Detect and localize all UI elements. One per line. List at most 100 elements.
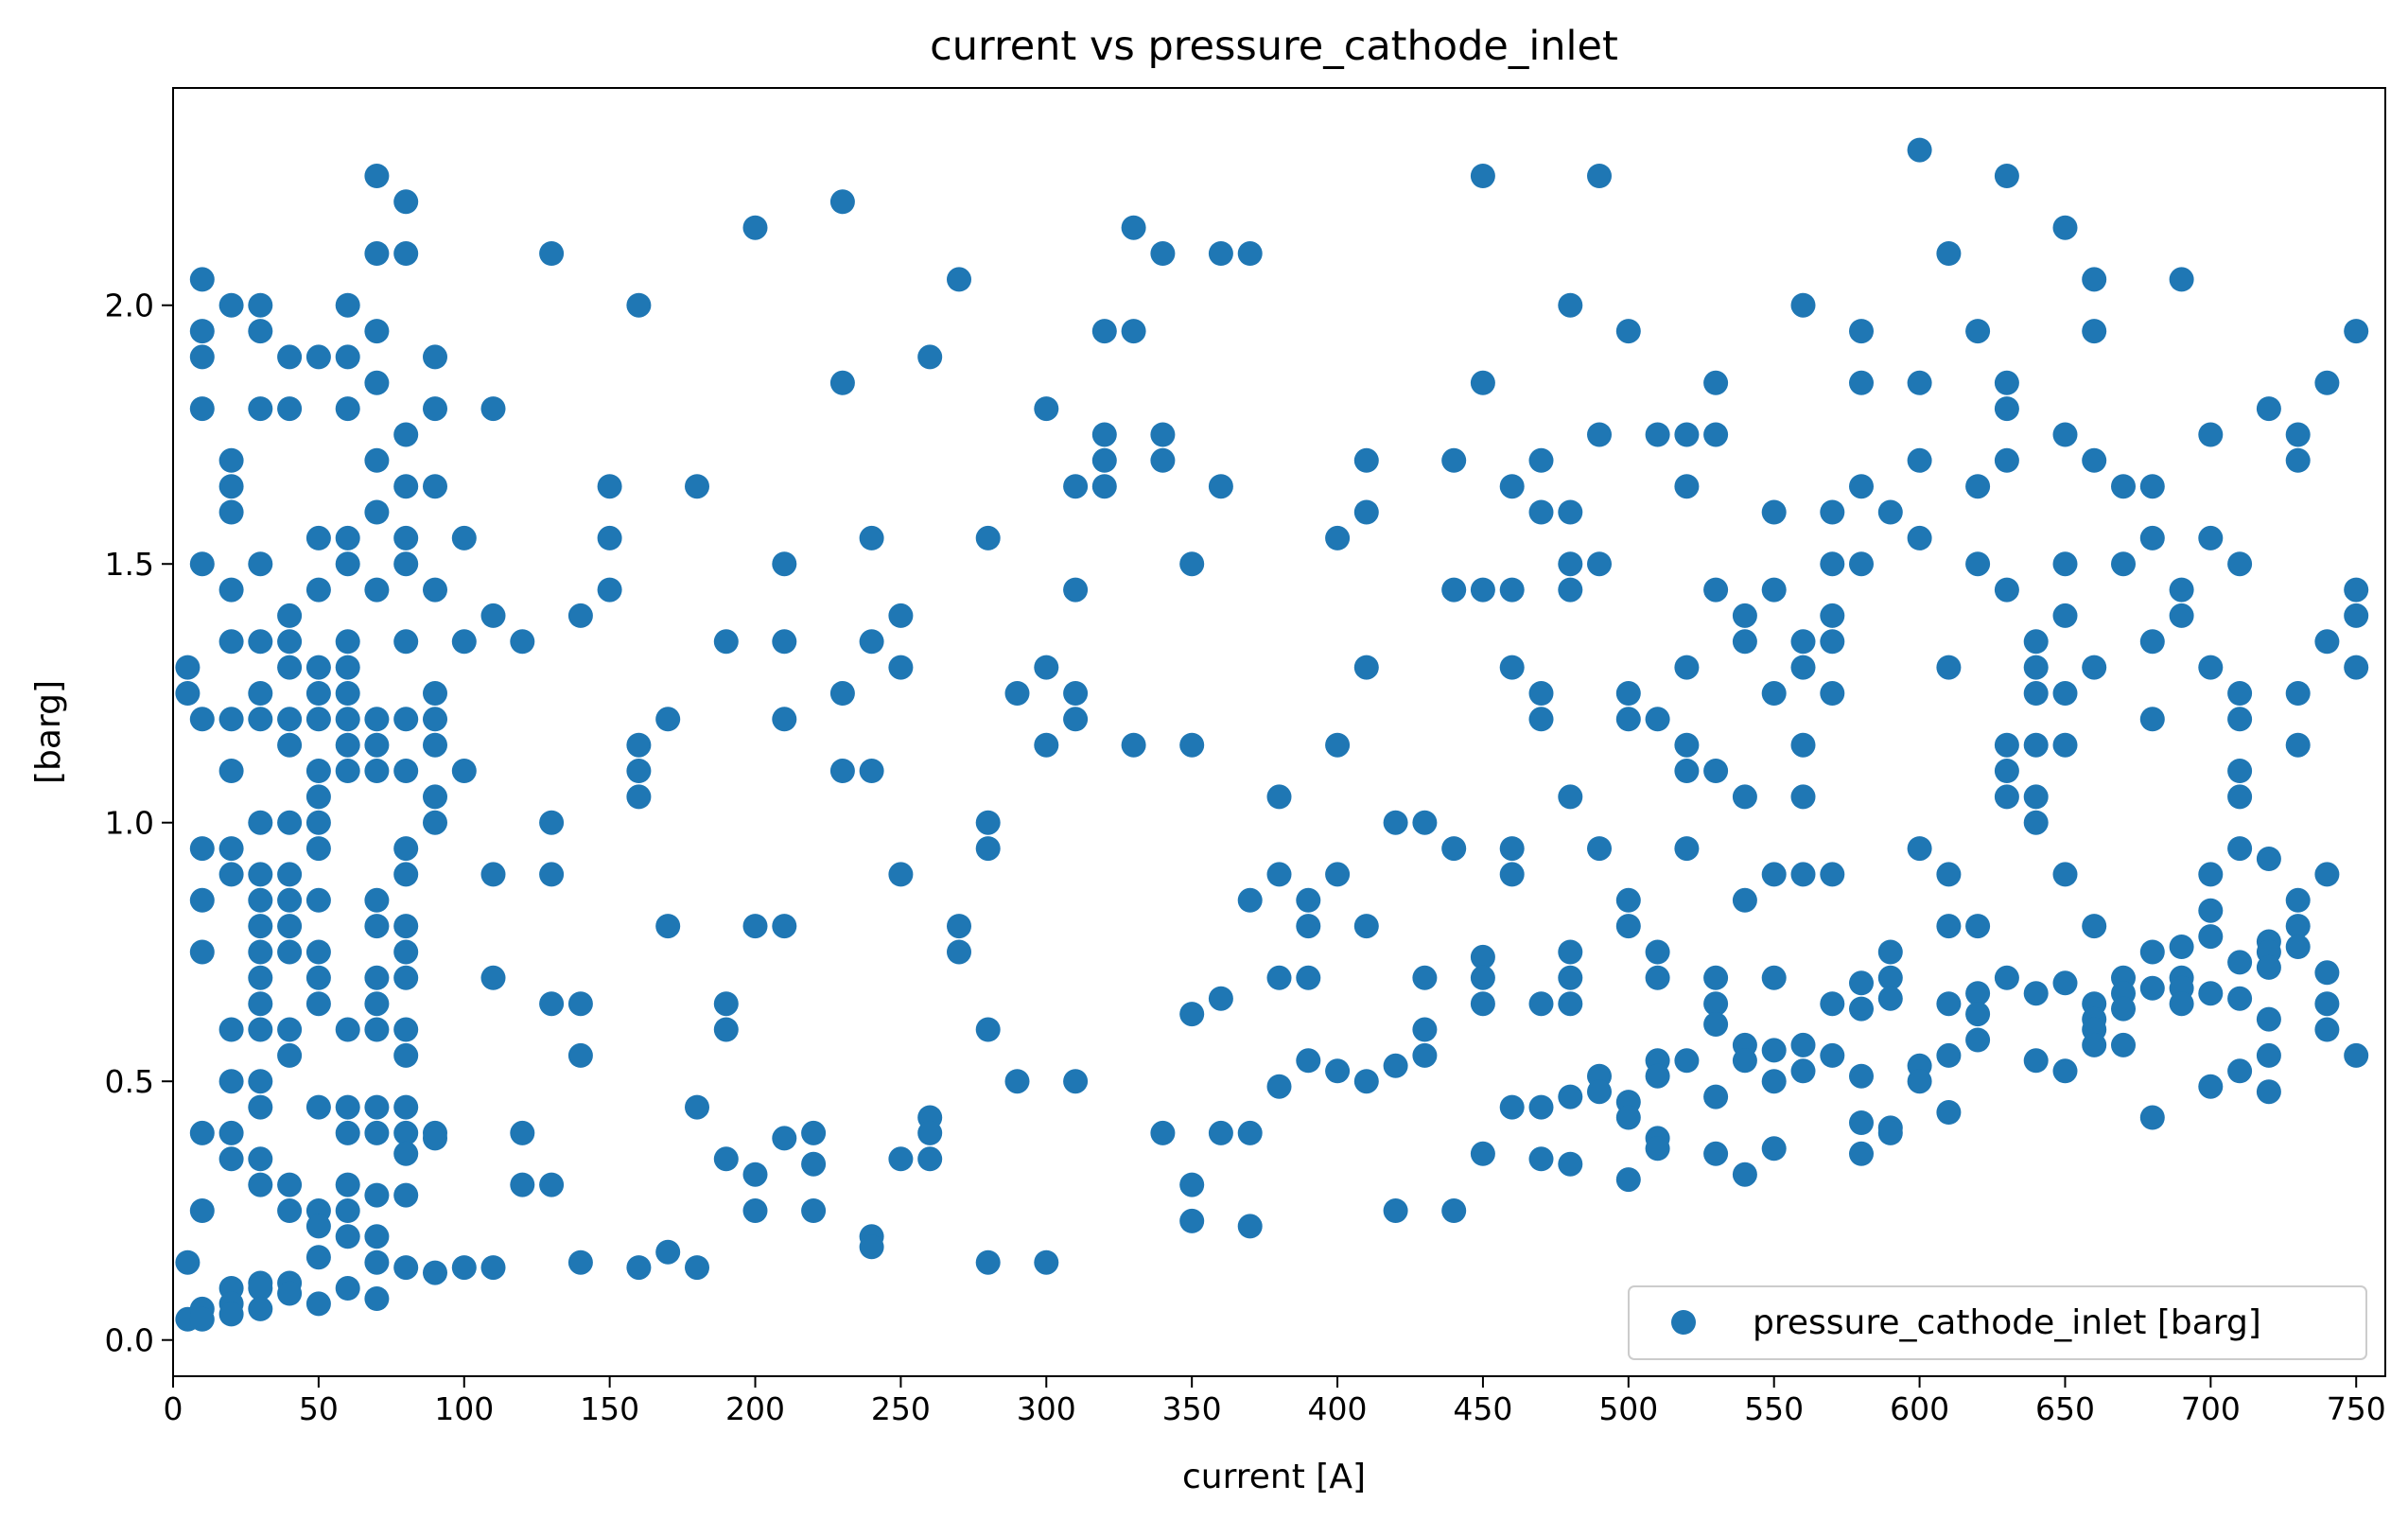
data-point [1936,991,1962,1017]
data-point [975,1017,1001,1042]
data-point [1761,681,1787,706]
data-point [1645,707,1670,732]
data-point [1063,707,1089,732]
data-point [1558,577,1583,603]
chart-title: current vs pressure_cathode_inlet [930,23,1618,70]
data-point [364,914,390,939]
data-point [1296,965,1321,990]
data-point [2198,898,2224,923]
data-point [1499,577,1525,603]
data-point [1615,681,1641,706]
data-point [742,914,768,939]
data-point [1528,991,1554,1017]
data-point [1849,319,1874,344]
data-point [1208,241,1233,266]
data-point [1703,370,1729,395]
data-point [2285,935,2311,959]
data-point [1150,1120,1176,1145]
data-point [423,577,447,603]
data-point [2052,970,2078,996]
data-point [1849,1110,1874,1135]
data-point [1994,732,2019,758]
data-point [1761,1136,1787,1162]
data-point [189,551,215,577]
data-point [1412,1017,1438,1042]
data-point [1237,1120,1263,1145]
data-point [1470,991,1495,1017]
data-point [1441,577,1467,603]
data-point [2256,396,2281,422]
data-point [2139,474,2165,499]
data-point [480,603,506,628]
data-point [2198,862,2224,887]
data-point [2198,422,2224,447]
data-point [829,370,855,395]
data-point [364,241,390,266]
data-point [305,784,331,810]
data-point [1849,474,1874,499]
data-point [189,939,215,965]
data-point [335,681,360,706]
x-tick-label: 0 [164,1390,183,1427]
data-point [1063,474,1089,499]
data-point [1383,1198,1408,1223]
data-point [947,267,971,292]
data-point [451,759,477,783]
data-point [1470,965,1495,990]
data-point [248,551,273,577]
data-point [567,603,593,628]
data-point [248,629,273,655]
data-point [335,1017,360,1042]
data-point [277,1281,303,1306]
data-point [218,474,244,499]
data-point [1790,732,1816,758]
data-point [305,939,331,965]
data-point [189,836,215,862]
data-point [1528,1146,1554,1172]
data-point [1121,215,1146,240]
data-point [364,732,390,758]
data-point [2256,1006,2281,1032]
data-point [364,1182,390,1208]
data-point [772,1126,797,1151]
data-point [2023,810,2049,835]
data-point [1179,551,1205,577]
data-point [685,474,709,499]
data-points [175,137,2369,1332]
data-point [277,1042,303,1068]
data-point [801,1120,827,1145]
data-point [305,887,331,913]
data-point [1237,241,1263,266]
data-point [1004,681,1030,706]
data-point [364,447,390,473]
data-point [1499,655,1525,680]
data-point [305,836,331,862]
data-point [1558,292,1583,318]
y-tick-label: 1.5 [105,546,154,583]
data-point [423,707,447,732]
data-point [305,1245,331,1270]
data-point [1877,939,1903,965]
data-point [189,319,215,344]
data-point [539,991,565,1017]
data-point [1965,474,1991,499]
data-point [1325,862,1351,887]
data-point [218,447,244,473]
data-point [2139,707,2165,732]
data-point [393,1042,419,1068]
data-point [1965,1002,1991,1027]
data-point [1645,1063,1670,1089]
data-point [2227,986,2253,1011]
data-point [1034,732,1059,758]
data-point [1470,577,1495,603]
data-point [2139,975,2165,1001]
data-point [480,862,506,887]
data-point [189,344,215,370]
data-point [1296,1048,1321,1074]
data-point [335,1172,360,1197]
data-point [2285,732,2311,758]
data-point [218,577,244,603]
data-point [2169,991,2194,1017]
data-point [2082,447,2107,473]
data-point [1936,1042,1962,1068]
